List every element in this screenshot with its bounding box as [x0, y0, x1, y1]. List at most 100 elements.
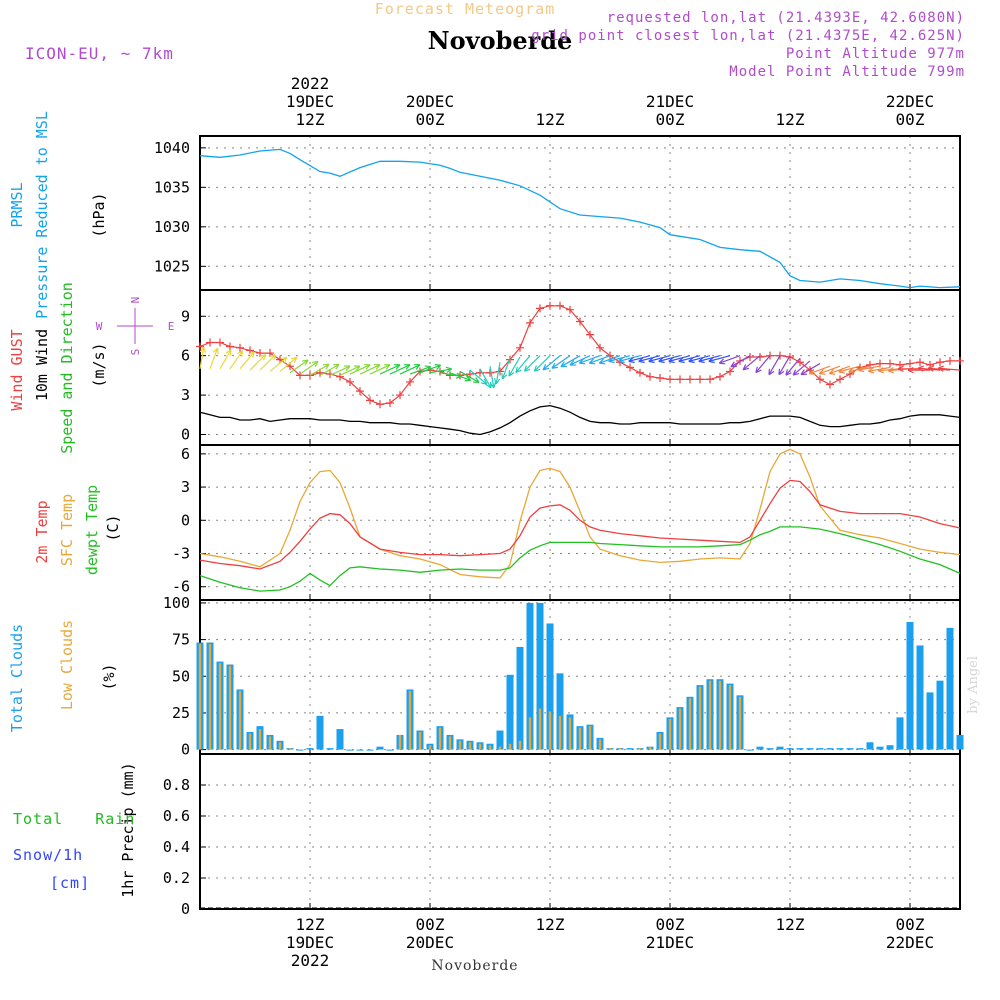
wind-arrowhead — [199, 346, 207, 354]
y-tick-label: 0.8 — [163, 776, 190, 794]
gust-marker — [626, 363, 634, 372]
wind-arrowhead — [678, 356, 685, 364]
wind-arrowhead — [578, 358, 586, 365]
wind-arrow — [319, 363, 340, 376]
gust-marker — [196, 342, 204, 351]
wind-arrow — [249, 354, 266, 371]
wind-arrow — [755, 355, 771, 373]
panel-frame-pressure — [199, 135, 961, 291]
gust-marker — [386, 398, 394, 407]
wind-arrowhead — [887, 367, 894, 374]
time-label-top: 22DEC — [886, 92, 934, 111]
wind-arrow — [239, 351, 255, 370]
wind-arrow — [508, 356, 521, 377]
low-cloud-bar — [558, 715, 562, 750]
gust-marker — [496, 367, 504, 376]
low-cloud-bar — [248, 733, 252, 750]
wind-arrowhead — [808, 368, 816, 375]
time-label-bottom: 00Z — [656, 915, 685, 934]
wind-arrow — [560, 355, 581, 368]
total-cloud-bar — [926, 692, 934, 750]
sfc-temp-line — [199, 448, 961, 579]
y-tick-label: 50 — [172, 667, 190, 685]
wind-arrow — [579, 355, 601, 364]
temp-unit-label: (C) — [104, 514, 122, 541]
low-cloud-bar — [418, 732, 422, 750]
wind-arrow — [708, 355, 731, 362]
wind-arrowhead — [917, 365, 924, 372]
low-cloud-bar — [478, 743, 482, 750]
wind-arrowhead — [269, 354, 277, 361]
wind-arrowhead — [818, 368, 826, 375]
gust-marker — [366, 396, 374, 405]
total-cloud-bar — [316, 715, 324, 750]
pressure-label-desc: Pressure Reduced to MSL — [33, 111, 51, 319]
wind-arrowhead — [515, 366, 522, 374]
dewpt-line — [199, 526, 961, 592]
low-cloud-bar — [508, 743, 512, 750]
gust-marker — [536, 304, 544, 313]
wind-arrow — [668, 355, 691, 362]
total-cloud-bar — [326, 748, 334, 750]
time-label-bottom: 00Z — [896, 915, 925, 934]
wind-arrow — [688, 355, 711, 362]
total-cloud-bar — [916, 645, 924, 750]
precip-legend-snow: Snow/1h — [13, 846, 84, 864]
wind-arrowhead — [638, 356, 645, 364]
total-cloud-bar — [746, 749, 754, 751]
wind-arrowhead — [800, 369, 807, 376]
wind-arrow — [359, 364, 381, 375]
gust-marker — [666, 375, 674, 384]
wind-arrowhead — [464, 375, 472, 382]
wind-arrowhead — [489, 381, 497, 389]
wind-arrowhead — [551, 362, 558, 369]
wind-arrowhead — [323, 363, 330, 370]
total-cloud-bar — [356, 749, 364, 751]
precip-unit-label: 1hr Precip (mm) — [119, 762, 137, 897]
wind-arrow — [229, 350, 244, 370]
wind-arrowhead — [225, 349, 232, 356]
wind-label-speed-dir: Speed and Direction — [58, 282, 76, 454]
wind-arrowhead — [778, 368, 785, 376]
wind-arrow — [618, 355, 641, 362]
precip-legend-total-text: Total — [13, 810, 64, 828]
wind-arrow — [479, 368, 492, 389]
low-cloud-bar — [568, 717, 572, 750]
wind-arrow — [199, 347, 205, 369]
wind-arrow — [349, 364, 371, 375]
wind-arrowhead — [618, 356, 625, 364]
wind-arrow — [608, 355, 631, 362]
low-cloud-bar — [658, 733, 662, 750]
wind-arrow — [599, 355, 621, 364]
wind-arrowhead — [718, 358, 726, 365]
y-tick-label: 6 — [181, 347, 190, 365]
gust-marker — [886, 359, 894, 368]
wind-arrow — [449, 372, 471, 381]
y-tick-label: 75 — [172, 631, 190, 649]
wind-unit-label: (m/s) — [90, 342, 108, 387]
low-cloud-bar — [698, 686, 702, 750]
wind-arrowhead — [473, 377, 480, 384]
direction-compass-ns: NS — [129, 297, 142, 356]
total-cloud-bar — [536, 602, 544, 750]
low-cloud-bar — [638, 748, 642, 750]
gust-marker — [566, 305, 574, 314]
wind-arrowhead — [658, 356, 665, 364]
wind-arrowhead — [413, 364, 421, 370]
low-cloud-bar — [608, 748, 612, 750]
low-cloud-bar — [678, 708, 682, 750]
total-cloud-bar — [866, 742, 874, 750]
time-label-top: 12Z — [296, 110, 325, 129]
low-cloud-bar — [738, 696, 742, 750]
wind-arrowhead — [212, 347, 219, 355]
wind-arrow — [658, 355, 681, 362]
low-cloud-bar — [648, 746, 652, 750]
wind-arrow — [542, 355, 561, 371]
low-cloud-bar — [588, 726, 592, 750]
gust-marker — [836, 375, 844, 384]
wind-arrowhead — [302, 359, 309, 366]
wind-arrow — [678, 355, 701, 362]
wind-arrowhead — [248, 351, 255, 358]
requested-coordinates: requested lon,lat (21.4393E, 42.6080N) — [606, 10, 965, 26]
time-label-top: 12Z — [536, 110, 565, 129]
